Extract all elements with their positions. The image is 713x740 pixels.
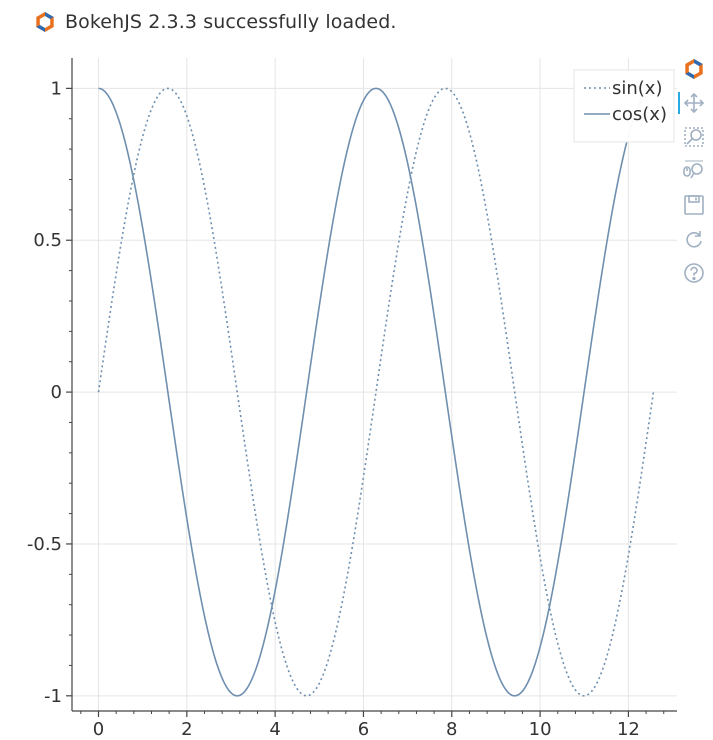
plot-toolbar bbox=[678, 56, 709, 294]
reset-icon[interactable] bbox=[681, 226, 707, 252]
save-icon[interactable] bbox=[681, 192, 707, 218]
box-zoom-icon[interactable] bbox=[681, 124, 707, 150]
y-tick-label: 0.5 bbox=[33, 230, 62, 251]
series-layer bbox=[97, 87, 655, 697]
legend-label[interactable]: sin(x) bbox=[612, 78, 662, 99]
legend[interactable]: sin(x) cos(x) bbox=[573, 69, 675, 143]
banner-message: BokehJS 2.3.3 successfully loaded. bbox=[65, 11, 397, 33]
grid bbox=[72, 58, 677, 711]
legend-box bbox=[573, 69, 675, 143]
wheel-zoom-icon[interactable] bbox=[681, 158, 707, 184]
pan-icon[interactable] bbox=[678, 90, 707, 116]
legend-label[interactable]: cos(x) bbox=[612, 104, 667, 125]
axes: 0 2 4 6 8 10 12 1 0.5 0 -0.5 -1 bbox=[27, 58, 677, 740]
x-tick-label: 4 bbox=[269, 719, 280, 740]
x-tick-label: 10 bbox=[529, 719, 552, 740]
y-tick-label: 1 bbox=[51, 78, 62, 99]
y-tick-label: 0 bbox=[51, 382, 62, 403]
x-tick-label: 6 bbox=[358, 719, 369, 740]
x-tick-label: 2 bbox=[181, 719, 192, 740]
x-tick-label: 8 bbox=[446, 719, 457, 740]
y-tick-label: -0.5 bbox=[27, 534, 62, 555]
x-tick-label: 12 bbox=[617, 719, 640, 740]
bokeh-logo-icon[interactable] bbox=[681, 56, 707, 82]
x-tick-label: 0 bbox=[93, 719, 104, 740]
bokeh-load-banner: BokehJS 2.3.3 successfully loaded. bbox=[34, 8, 397, 36]
help-icon[interactable] bbox=[681, 260, 707, 286]
series-line-cosx bbox=[98, 87, 654, 697]
y-tick-label: -1 bbox=[44, 686, 62, 707]
bokeh-logo-icon bbox=[36, 12, 54, 32]
